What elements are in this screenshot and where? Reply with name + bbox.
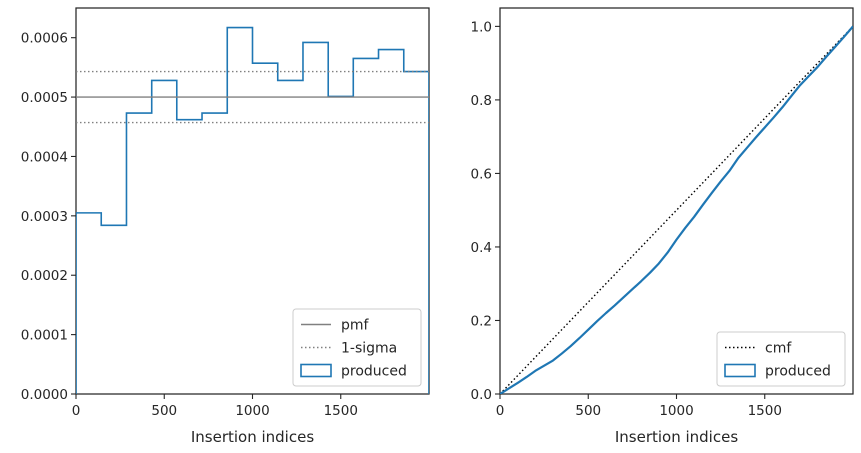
cumulative-panel: 0 500 1000 1500 0.0 0.2 0.4 0.6 0.8 1.0 Insertion…: [471, 7, 854, 446]
x-tick-label: 0: [72, 403, 81, 419]
histogram-legend: pmf 1-sigma produced: [292, 308, 422, 387]
y-tick-label: 0.0006: [21, 31, 68, 47]
cumulative-produced-line: [500, 25, 853, 394]
x-tick-label: 500: [575, 403, 601, 419]
cumulative-x-axis-label: Insertion indices: [615, 428, 738, 446]
legend-frame: [292, 308, 422, 387]
y-tick-label: 0.0005: [21, 90, 68, 106]
clipped-marks: [500, 25, 853, 394]
y-tick-label: 1.0: [471, 19, 492, 35]
y-tick-label: 0.0: [471, 387, 492, 403]
x-tick-label: 1500: [324, 403, 358, 419]
x-tick-label: 0: [496, 403, 505, 419]
y-tick-label: 0.8: [471, 93, 492, 109]
histogram-produced-step: [76, 26, 429, 394]
y-tick-label: 0.0002: [21, 268, 68, 284]
cumulative-marks: [500, 25, 853, 394]
legend-label: pmf: [341, 318, 370, 334]
legend-label: produced: [341, 364, 407, 380]
x-tick-label: 500: [151, 403, 177, 419]
y-tick-label: 0.4: [471, 240, 492, 256]
y-tick-label: 0.0001: [21, 328, 68, 344]
histogram-panel: 0 500 1000 1500 0.0000 0.0001 0.0002 0.0003 0.00…: [21, 7, 430, 446]
x-tick-label: 1000: [659, 403, 693, 419]
y-tick-label: 0.2: [471, 313, 492, 329]
legend-handle-produced: [724, 363, 756, 378]
clipped-marks: [76, 26, 429, 394]
histogram-ticks: 0 500 1000 1500 0.0000 0.0001 0.0002 0.0003 0.00…: [21, 31, 358, 419]
cumulative-plot-area: [499, 7, 854, 395]
cumulative-legend: cmf produced: [716, 331, 846, 387]
x-tick-label: 1500: [748, 403, 782, 419]
y-tick-label: 0.6: [471, 166, 492, 182]
x-tick-label: 1000: [235, 403, 269, 419]
histogram-x-axis-label: Insertion indices: [191, 428, 314, 446]
legend-handle-produced: [300, 363, 332, 378]
legend-label: 1-sigma: [341, 341, 397, 357]
y-tick-label: 0.0003: [21, 209, 68, 225]
legend-label: produced: [765, 364, 831, 380]
histogram-marks: [76, 26, 429, 394]
legend-frame: [716, 331, 846, 387]
cumulative-cmf-line: [500, 25, 853, 394]
legend-label: cmf: [765, 341, 792, 357]
y-tick-label: 0.0004: [21, 149, 68, 165]
y-tick-label: 0.0000: [21, 387, 68, 403]
cumulative-ticks: 0 500 1000 1500 0.0 0.2 0.4 0.6 0.8 1.0: [471, 19, 782, 419]
